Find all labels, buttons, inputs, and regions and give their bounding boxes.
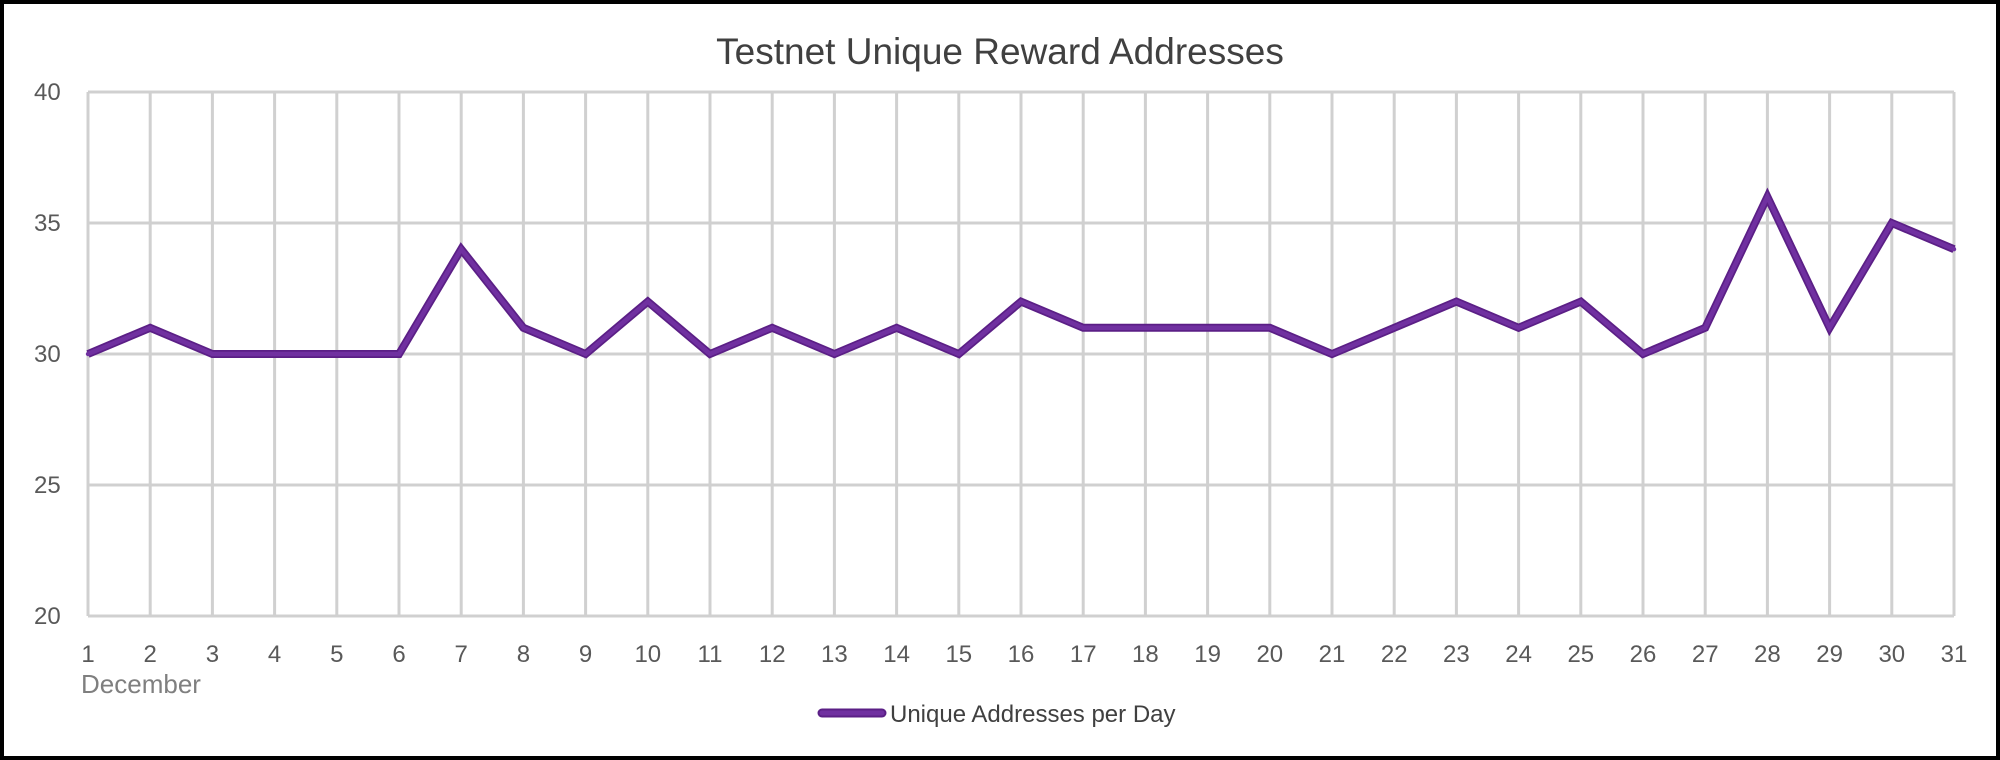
chart-title: Testnet Unique Reward Addresses	[716, 31, 1284, 72]
x-tick-label-1: 1	[81, 641, 94, 668]
x-tick-label-2: 2	[144, 641, 157, 668]
data-point-8	[521, 325, 526, 330]
legend: Unique Addresses per Day	[817, 701, 1176, 728]
data-point-30	[1889, 220, 1895, 226]
legend-label: Unique Addresses per Day	[890, 701, 1176, 728]
y-tick-label-40: 40	[34, 79, 61, 106]
x-tick-label-8: 8	[517, 641, 530, 668]
data-point-1	[85, 351, 91, 357]
x-tick-label-20: 20	[1256, 641, 1283, 668]
line-chart: Testnet Unique Reward Addresses 20253035…	[34, 31, 1967, 728]
x-tick-label-5: 5	[330, 641, 343, 668]
data-point-4	[272, 351, 277, 357]
x-tick-label-22: 22	[1381, 641, 1408, 668]
data-point-13	[832, 351, 837, 357]
data-point-7	[459, 247, 464, 252]
x-tick-label-19: 19	[1194, 641, 1221, 668]
x-tick-label-18: 18	[1132, 641, 1159, 668]
x-tick-label-16: 16	[1008, 641, 1035, 668]
x-tick-label-25: 25	[1567, 641, 1594, 668]
x-tick-label-27: 27	[1692, 641, 1719, 668]
data-point-31	[1951, 247, 1957, 252]
x-tick-label-26: 26	[1630, 641, 1657, 668]
data-point-6	[396, 351, 402, 357]
data-point-2	[148, 325, 153, 330]
x-tick-label-7: 7	[455, 641, 468, 668]
x-tick-label-6: 6	[392, 641, 405, 668]
data-point-22	[1392, 325, 1397, 330]
data-point-23	[1454, 299, 1459, 304]
x-tick-label-21: 21	[1319, 641, 1346, 668]
data-point-12	[770, 325, 775, 330]
data-point-14	[894, 325, 899, 330]
data-point-21	[1329, 351, 1335, 357]
data-point-27	[1703, 325, 1708, 330]
x-tick-label-13: 13	[821, 641, 848, 668]
series-layer	[85, 187, 1957, 359]
x-tick-label-12: 12	[759, 641, 786, 668]
x-tick-label-4: 4	[268, 641, 281, 668]
data-point-20	[1267, 325, 1273, 330]
y-axis-tick-labels: 20 25 30 35 40	[34, 79, 61, 630]
data-point-26	[1640, 351, 1646, 357]
x-axis-group-label: December	[81, 669, 201, 699]
x-tick-label-11: 11	[698, 641, 723, 668]
data-point-10	[645, 299, 650, 304]
x-axis-tick-labels: 1 2 3 4 5 6 7 8 9 10 11 12 13 14 15 16 17 18 19 20 21 22 23 24 2…	[81, 641, 1967, 668]
data-point-11	[707, 351, 713, 357]
data-point-18	[1143, 325, 1148, 330]
x-tick-label-3: 3	[206, 641, 219, 668]
data-point-25	[1578, 299, 1584, 304]
data-point-17	[1081, 325, 1086, 330]
x-tick-label-31: 31	[1941, 641, 1968, 668]
x-tick-label-14: 14	[883, 641, 910, 668]
x-tick-label-28: 28	[1754, 641, 1781, 668]
data-point-16	[1018, 299, 1024, 304]
x-tick-label-9: 9	[579, 641, 592, 668]
data-point-3	[210, 351, 215, 357]
y-tick-label-20: 20	[34, 603, 61, 630]
x-tick-label-24: 24	[1505, 641, 1532, 668]
x-tick-label-15: 15	[945, 641, 972, 668]
x-tick-label-30: 30	[1878, 641, 1905, 668]
data-point-29	[1827, 325, 1832, 330]
y-tick-label-30: 30	[34, 341, 61, 368]
data-point-19	[1205, 325, 1210, 330]
data-point-24	[1516, 325, 1521, 330]
x-tick-label-10: 10	[634, 641, 661, 668]
y-tick-label-25: 25	[34, 472, 61, 499]
data-point-15	[956, 351, 961, 357]
data-point-28	[1765, 194, 1770, 199]
data-point-5	[334, 351, 339, 357]
x-tick-label-23: 23	[1443, 641, 1470, 668]
data-point-9	[583, 351, 588, 357]
x-tick-label-17: 17	[1070, 641, 1097, 668]
x-tick-label-29: 29	[1816, 641, 1843, 668]
y-tick-label-35: 35	[34, 210, 61, 237]
